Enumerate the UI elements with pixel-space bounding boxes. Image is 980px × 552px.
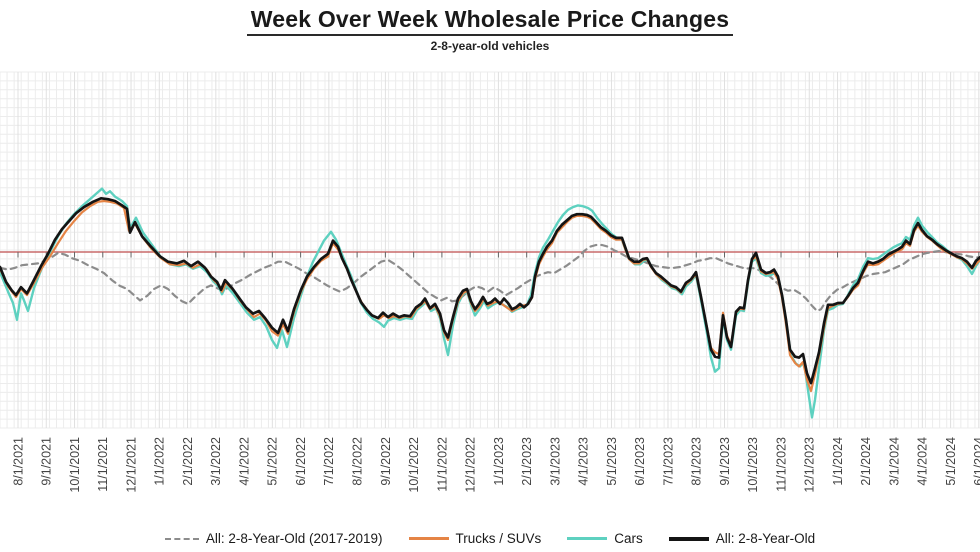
x-axis-label: 11/1/2022 (435, 437, 449, 492)
x-axis-label: 5/1/2024 (944, 437, 958, 486)
chart-legend: All: 2-8-Year-Old (2017-2019) Trucks / SU… (0, 531, 980, 546)
legend-swatch-all-2-8-year-old-2017-2019 (164, 537, 199, 540)
legend-swatch-trucks-suvs (408, 537, 449, 540)
zero-line (0, 251, 980, 258)
x-axis-labels: 8/1/2021 9/1/2021 10/1/2021 11/1/2021 12/1/2… (11, 437, 980, 493)
chart-title-block: Week Over Week Wholesale Price Changes 2… (0, 6, 980, 53)
x-axis-label: 12/1/2022 (464, 437, 478, 493)
x-axis-label: 4/1/2022 (237, 437, 251, 486)
legend-item-all-2-8-year-old: All: 2-8-Year-Old (668, 531, 816, 546)
x-axis-label: 2/1/2023 (520, 437, 534, 486)
x-axis-label: 6/1/2023 (633, 437, 647, 486)
x-axis-label: 8/1/2022 (350, 437, 364, 486)
x-axis-label: 11/1/2023 (774, 437, 788, 492)
legend-label: Trucks / SUVs (455, 531, 542, 546)
series-line-all-2-8-year-old (0, 196, 980, 385)
legend-swatch-cars (567, 537, 608, 540)
x-axis-label: 5/1/2023 (605, 437, 619, 486)
x-axis-label: 10/1/2023 (746, 437, 760, 493)
x-axis-label: 3/1/2024 (887, 437, 901, 486)
x-axis-label: 2/1/2024 (859, 437, 873, 486)
x-axis-label: 2/1/2022 (181, 437, 195, 486)
x-axis-label: 6/1/2022 (294, 437, 308, 486)
x-axis-label: 9/1/2021 (40, 437, 54, 486)
legend-label: Cars (614, 531, 643, 546)
series-lines (0, 187, 980, 419)
x-axis-label: 5/1/2022 (266, 437, 280, 486)
x-axis-label: 9/1/2022 (379, 437, 393, 486)
x-axis-label: 3/1/2022 (209, 437, 223, 486)
wholesale-price-chart: 8/1/2021 9/1/2021 10/1/2021 11/1/2021 12/1/2… (0, 71, 980, 493)
chart-subtitle: 2-8-year-old vehicles (430, 39, 550, 53)
x-axis-label: 8/1/2023 (690, 437, 704, 486)
x-axis-label: 1/1/2024 (831, 437, 845, 486)
legend-label: All: 2-8-Year-Old (715, 531, 816, 546)
x-axis-label: 4/1/2023 (577, 437, 591, 486)
x-axis-label: 6/1/2024 (972, 437, 980, 486)
x-axis-label: 3/1/2023 (548, 437, 562, 486)
x-axis-label: 1/1/2022 (153, 437, 167, 486)
x-axis-label: 4/1/2024 (916, 437, 930, 486)
legend-item-cars: Cars (567, 531, 643, 546)
legend-swatch-all-2-8-year-old (668, 536, 709, 541)
x-axis-label: 12/1/2023 (803, 437, 817, 493)
x-axis-label: 10/1/2021 (68, 437, 82, 493)
x-axis-label: 1/1/2023 (492, 437, 506, 486)
x-axis-label: 10/1/2022 (407, 437, 421, 493)
x-axis-label: 11/1/2021 (96, 437, 110, 492)
x-axis-label: 8/1/2021 (11, 437, 25, 486)
legend-item-all-2-8-year-old-2017-2019: All: 2-8-Year-Old (2017-2019) (164, 531, 383, 546)
legend-label: All: 2-8-Year-Old (2017-2019) (205, 531, 383, 546)
x-axis-label: 9/1/2023 (718, 437, 732, 486)
legend-item-trucks-suvs: Trucks / SUVs (408, 531, 542, 546)
x-axis-label: 7/1/2023 (661, 437, 675, 486)
grid (0, 71, 980, 429)
chart-title: Week Over Week Wholesale Price Changes (246, 6, 734, 36)
x-axis-label: 7/1/2022 (322, 437, 336, 486)
series-line-all-2-8-year-old-2017-2019 (0, 243, 980, 313)
x-axis-label: 12/1/2021 (124, 437, 138, 493)
